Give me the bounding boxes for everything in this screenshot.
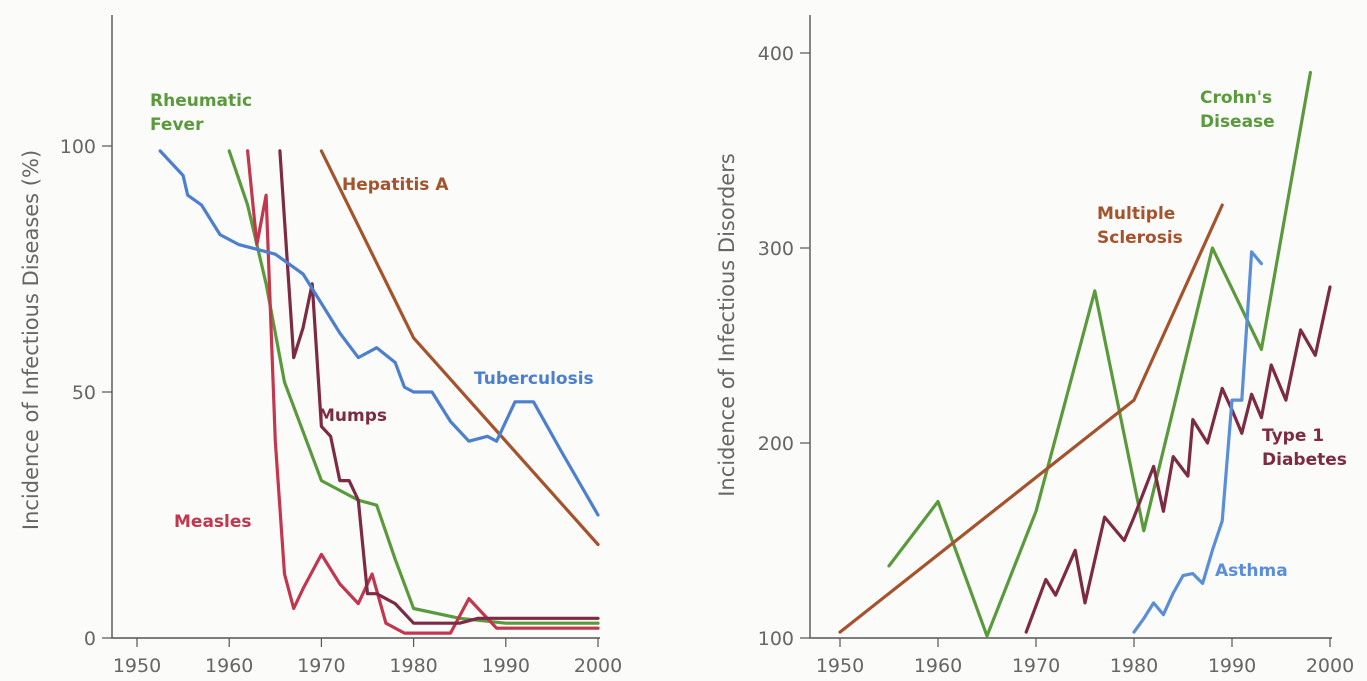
series-line-measles xyxy=(246,149,600,635)
series-label-type-1-diabetes: Type 1 Diabetes xyxy=(1262,426,1347,470)
x-tick-label: 1950 xyxy=(113,655,161,677)
axis-lines xyxy=(809,15,1332,639)
x-tick-label: 1990 xyxy=(482,655,530,677)
y-axis-title: Incidence of Infectious Diseases (%) xyxy=(19,150,43,530)
y-tick-label: 100 xyxy=(60,136,96,158)
y-tick-label: 50 xyxy=(72,382,96,404)
series-line-asthma xyxy=(1132,250,1264,634)
x-tick-label: 1960 xyxy=(914,655,962,677)
series-line-hepatitis-a xyxy=(319,149,600,547)
series-label-tuberculosis: Tuberculosis xyxy=(474,369,594,389)
y-tick-label: 300 xyxy=(758,238,794,260)
series-line-crohn-s-disease xyxy=(887,70,1313,638)
series-line-multiple-sclerosis xyxy=(838,203,1224,634)
y-axis-title: Incidence of Infectious Disorders xyxy=(715,153,739,497)
series-label-hepatitis-a: Hepatitis A xyxy=(342,175,449,195)
x-tick-label: 1980 xyxy=(389,655,437,677)
series-label-measles: Measles xyxy=(174,512,252,532)
series-label-crohn-s-disease: Crohn's Disease xyxy=(1200,88,1275,132)
chart-infectious-disorders: 100 200 300 400 1950 1960 1970 1980 1990 2000 Inci… xyxy=(715,15,1354,677)
y-tick-label: 400 xyxy=(758,43,794,65)
series-label-asthma: Asthma xyxy=(1215,561,1288,581)
series-line-tuberculosis xyxy=(158,149,600,517)
y-tick-label: 0 xyxy=(84,628,96,650)
x-tick-label: 2000 xyxy=(1306,655,1354,677)
y-tick-label: 200 xyxy=(758,433,794,455)
x-tick-label: 1970 xyxy=(1012,655,1060,677)
series-label-rheumatic-fever: Rheumatic Fever xyxy=(150,91,252,135)
x-tick-label: 2000 xyxy=(574,655,622,677)
x-tick-label: 1950 xyxy=(816,655,864,677)
series-label-mumps: Mumps xyxy=(318,406,387,426)
series-label-multiple-sclerosis: Multiple Sclerosis xyxy=(1097,204,1183,248)
x-tick-label: 1970 xyxy=(297,655,345,677)
y-tick-label: 100 xyxy=(758,628,794,650)
chart-infectious-diseases: 0 50 100 1950 1960 1970 1980 1990 2000 Incidence … xyxy=(19,15,622,677)
x-tick-label: 1990 xyxy=(1208,655,1256,677)
x-tick-label: 1960 xyxy=(205,655,253,677)
series-line-type-1-diabetes xyxy=(1024,285,1332,634)
x-tick-label: 1980 xyxy=(1110,655,1158,677)
series-line-mumps xyxy=(278,149,600,625)
